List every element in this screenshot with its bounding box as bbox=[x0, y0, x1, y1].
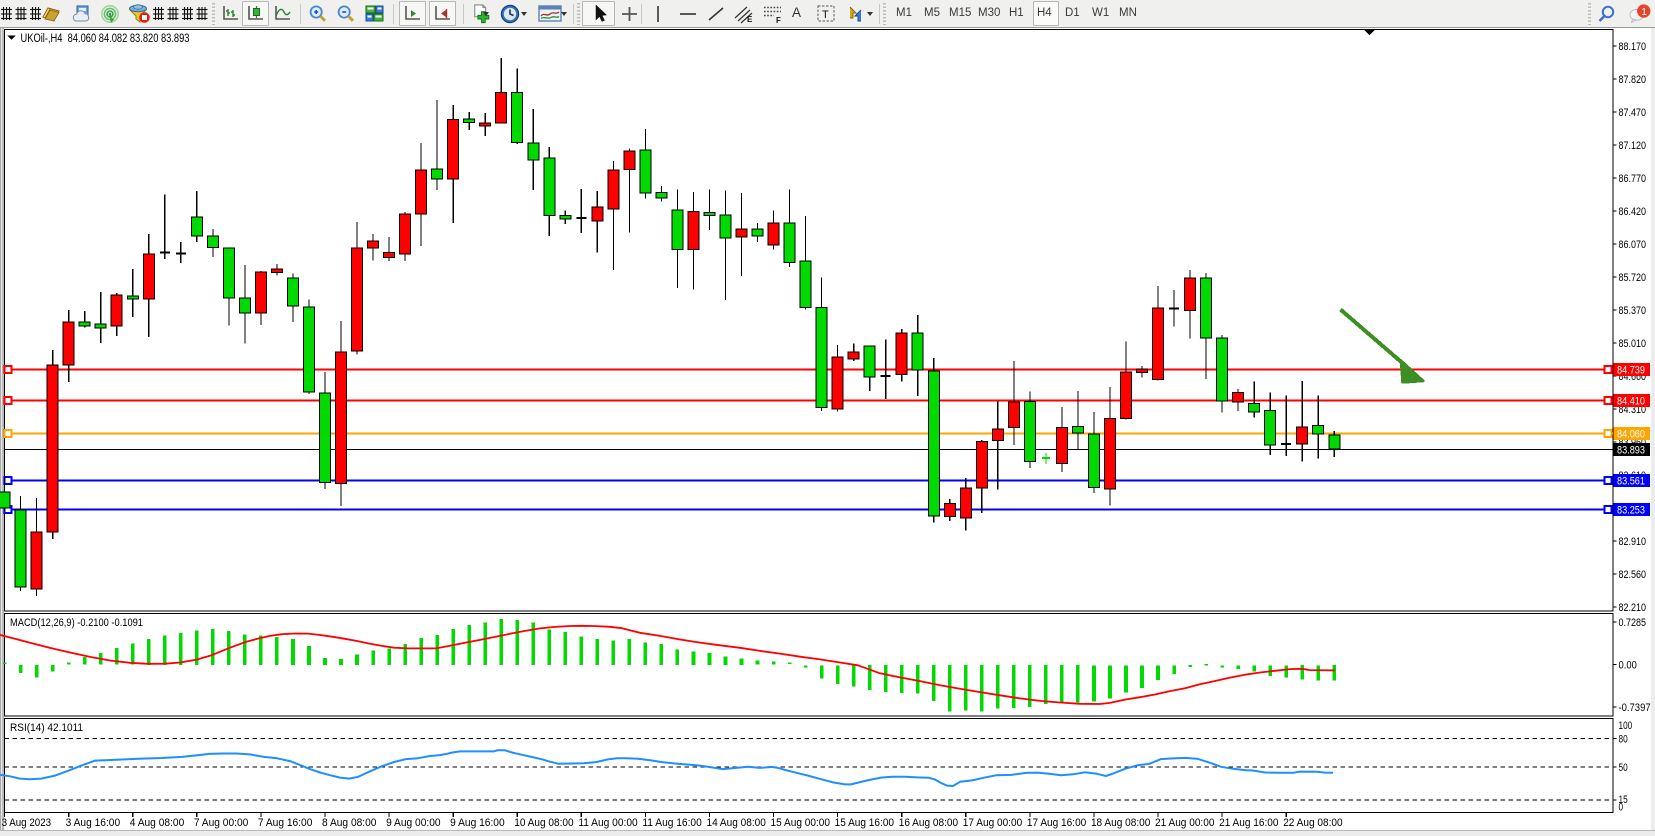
svg-text:17 Aug 00:00: 17 Aug 00:00 bbox=[963, 817, 1022, 829]
svg-text:T: T bbox=[822, 9, 829, 21]
svg-text:16 Aug 08:00: 16 Aug 08:00 bbox=[899, 817, 958, 829]
svg-text:MACD(12,26,9) -0.2100 -0.1091: MACD(12,26,9) -0.2100 -0.1091 bbox=[10, 617, 143, 629]
svg-text:83.561: 83.561 bbox=[1617, 476, 1645, 488]
svg-text:21 Aug 00:00: 21 Aug 00:00 bbox=[1155, 817, 1214, 829]
svg-text:82.560: 82.560 bbox=[1619, 569, 1647, 581]
svg-text:85.370: 85.370 bbox=[1619, 305, 1647, 317]
svg-text:86.420: 86.420 bbox=[1619, 206, 1647, 218]
svg-text:21 Aug 16:00: 21 Aug 16:00 bbox=[1219, 817, 1278, 829]
svg-text:84.739: 84.739 bbox=[1617, 365, 1645, 377]
svg-text:11 Aug 16:00: 11 Aug 16:00 bbox=[642, 817, 701, 829]
svg-text:87.120: 87.120 bbox=[1619, 140, 1647, 152]
svg-text:15 Aug 00:00: 15 Aug 00:00 bbox=[771, 817, 830, 829]
svg-text:86.770: 86.770 bbox=[1619, 173, 1647, 185]
svg-text:83.893: 83.893 bbox=[1617, 445, 1645, 457]
svg-text:RSI(14) 42.1011: RSI(14) 42.1011 bbox=[10, 722, 83, 734]
svg-text:11 Aug 00:00: 11 Aug 00:00 bbox=[578, 817, 637, 829]
svg-text:4 Aug 08:00: 4 Aug 08:00 bbox=[130, 817, 185, 829]
svg-text:E: E bbox=[747, 15, 753, 24]
svg-text:83.253: 83.253 bbox=[1617, 505, 1645, 517]
svg-text:15: 15 bbox=[1619, 794, 1628, 806]
svg-text:87.820: 87.820 bbox=[1619, 74, 1647, 86]
svg-text:3 Aug 16:00: 3 Aug 16:00 bbox=[66, 817, 121, 829]
svg-text:8 Aug 08:00: 8 Aug 08:00 bbox=[322, 817, 377, 829]
svg-text:85.010: 85.010 bbox=[1619, 338, 1647, 350]
svg-text:82.210: 82.210 bbox=[1619, 602, 1647, 614]
svg-text:10 Aug 08:00: 10 Aug 08:00 bbox=[514, 817, 573, 829]
svg-text:84.410: 84.410 bbox=[1617, 396, 1645, 408]
svg-text:80: 80 bbox=[1619, 733, 1628, 745]
svg-text:87.470: 87.470 bbox=[1619, 107, 1647, 119]
svg-text:7 Aug 16:00: 7 Aug 16:00 bbox=[258, 817, 313, 829]
svg-text:18 Aug 08:00: 18 Aug 08:00 bbox=[1091, 817, 1150, 829]
svg-text:15 Aug 16:00: 15 Aug 16:00 bbox=[835, 817, 894, 829]
svg-text:85.720: 85.720 bbox=[1619, 272, 1647, 284]
svg-text:0: 0 bbox=[1619, 802, 1624, 814]
svg-text:50: 50 bbox=[1619, 762, 1628, 774]
svg-text:84.060: 84.060 bbox=[1617, 429, 1645, 441]
svg-text:88.170: 88.170 bbox=[1619, 41, 1647, 53]
svg-text:F: F bbox=[776, 16, 781, 24]
svg-text:-0.7397: -0.7397 bbox=[1619, 702, 1651, 714]
svg-text:9 Aug 00:00: 9 Aug 00:00 bbox=[386, 817, 441, 829]
svg-text:1: 1 bbox=[1641, 7, 1647, 18]
svg-text:86.070: 86.070 bbox=[1619, 239, 1647, 251]
svg-text:7 Aug 00:00: 7 Aug 00:00 bbox=[194, 817, 249, 829]
svg-text:100: 100 bbox=[1619, 720, 1633, 732]
svg-text:9 Aug 16:00: 9 Aug 16:00 bbox=[450, 817, 505, 829]
svg-text:0.7285: 0.7285 bbox=[1619, 617, 1647, 629]
svg-text:22 Aug 08:00: 22 Aug 08:00 bbox=[1283, 817, 1342, 829]
svg-text:17 Aug 16:00: 17 Aug 16:00 bbox=[1027, 817, 1086, 829]
svg-text:82.910: 82.910 bbox=[1619, 536, 1647, 548]
svg-text:14 Aug 08:00: 14 Aug 08:00 bbox=[706, 817, 765, 829]
svg-text:3 Aug 2023: 3 Aug 2023 bbox=[2, 817, 52, 829]
svg-text:UKOil-,H4 84.060 84.082 83.82: UKOil-,H4 84.060 84.082 83.820 83.893 bbox=[21, 33, 190, 45]
svg-text:0.00: 0.00 bbox=[1619, 660, 1637, 672]
